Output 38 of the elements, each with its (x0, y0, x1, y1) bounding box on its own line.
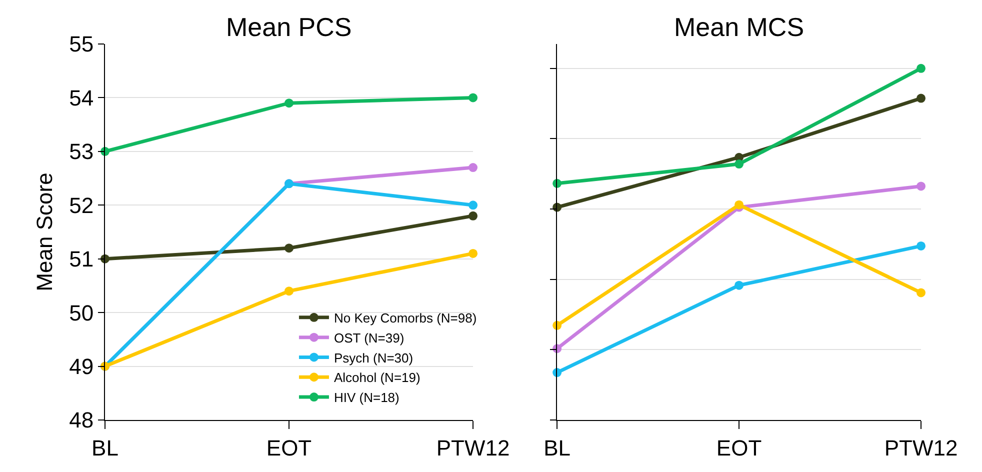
y-tick-label: 51 (69, 246, 94, 272)
point (468, 200, 478, 210)
point (916, 288, 926, 298)
y-tick-label: 49 (69, 354, 94, 379)
point (284, 286, 294, 296)
point (468, 163, 478, 172)
y-tick-label: 50 (69, 300, 94, 326)
point (916, 94, 926, 103)
x-tick-label: PTW12 (884, 435, 958, 460)
y-axis-title: Mean Score (32, 172, 57, 292)
point (734, 280, 744, 290)
legend-label: No Key Comorbs (N=98) (334, 310, 477, 326)
legend-label: OST (N=39) (334, 330, 404, 346)
x-tick-label: PTW12 (436, 435, 510, 460)
chart-title: Mean MCS (674, 12, 804, 42)
point (916, 64, 926, 73)
point (284, 98, 294, 108)
point (284, 244, 294, 253)
legend-label: HIV (N=18) (334, 390, 400, 406)
point (734, 160, 744, 169)
legend-label: Psych (N=30) (334, 350, 414, 366)
point (468, 248, 478, 258)
legend-label: Alcohol (N=19) (334, 370, 420, 386)
point (468, 211, 478, 220)
y-tick-label: 48 (69, 408, 94, 433)
x-tick-label: EOT (716, 435, 762, 460)
point (468, 93, 478, 102)
x-tick-label: BL (92, 435, 118, 460)
x-tick-label: EOT (266, 435, 312, 460)
chart-title: Mean PCS (226, 12, 352, 42)
y-tick-label: 52 (69, 192, 94, 218)
point (916, 182, 926, 191)
y-tick-label: 55 (69, 32, 94, 57)
y-tick-label: 53 (69, 139, 94, 164)
x-tick-label: BL (544, 435, 571, 460)
point (734, 200, 744, 210)
y-tick-label: 54 (69, 85, 94, 110)
point (916, 241, 926, 250)
